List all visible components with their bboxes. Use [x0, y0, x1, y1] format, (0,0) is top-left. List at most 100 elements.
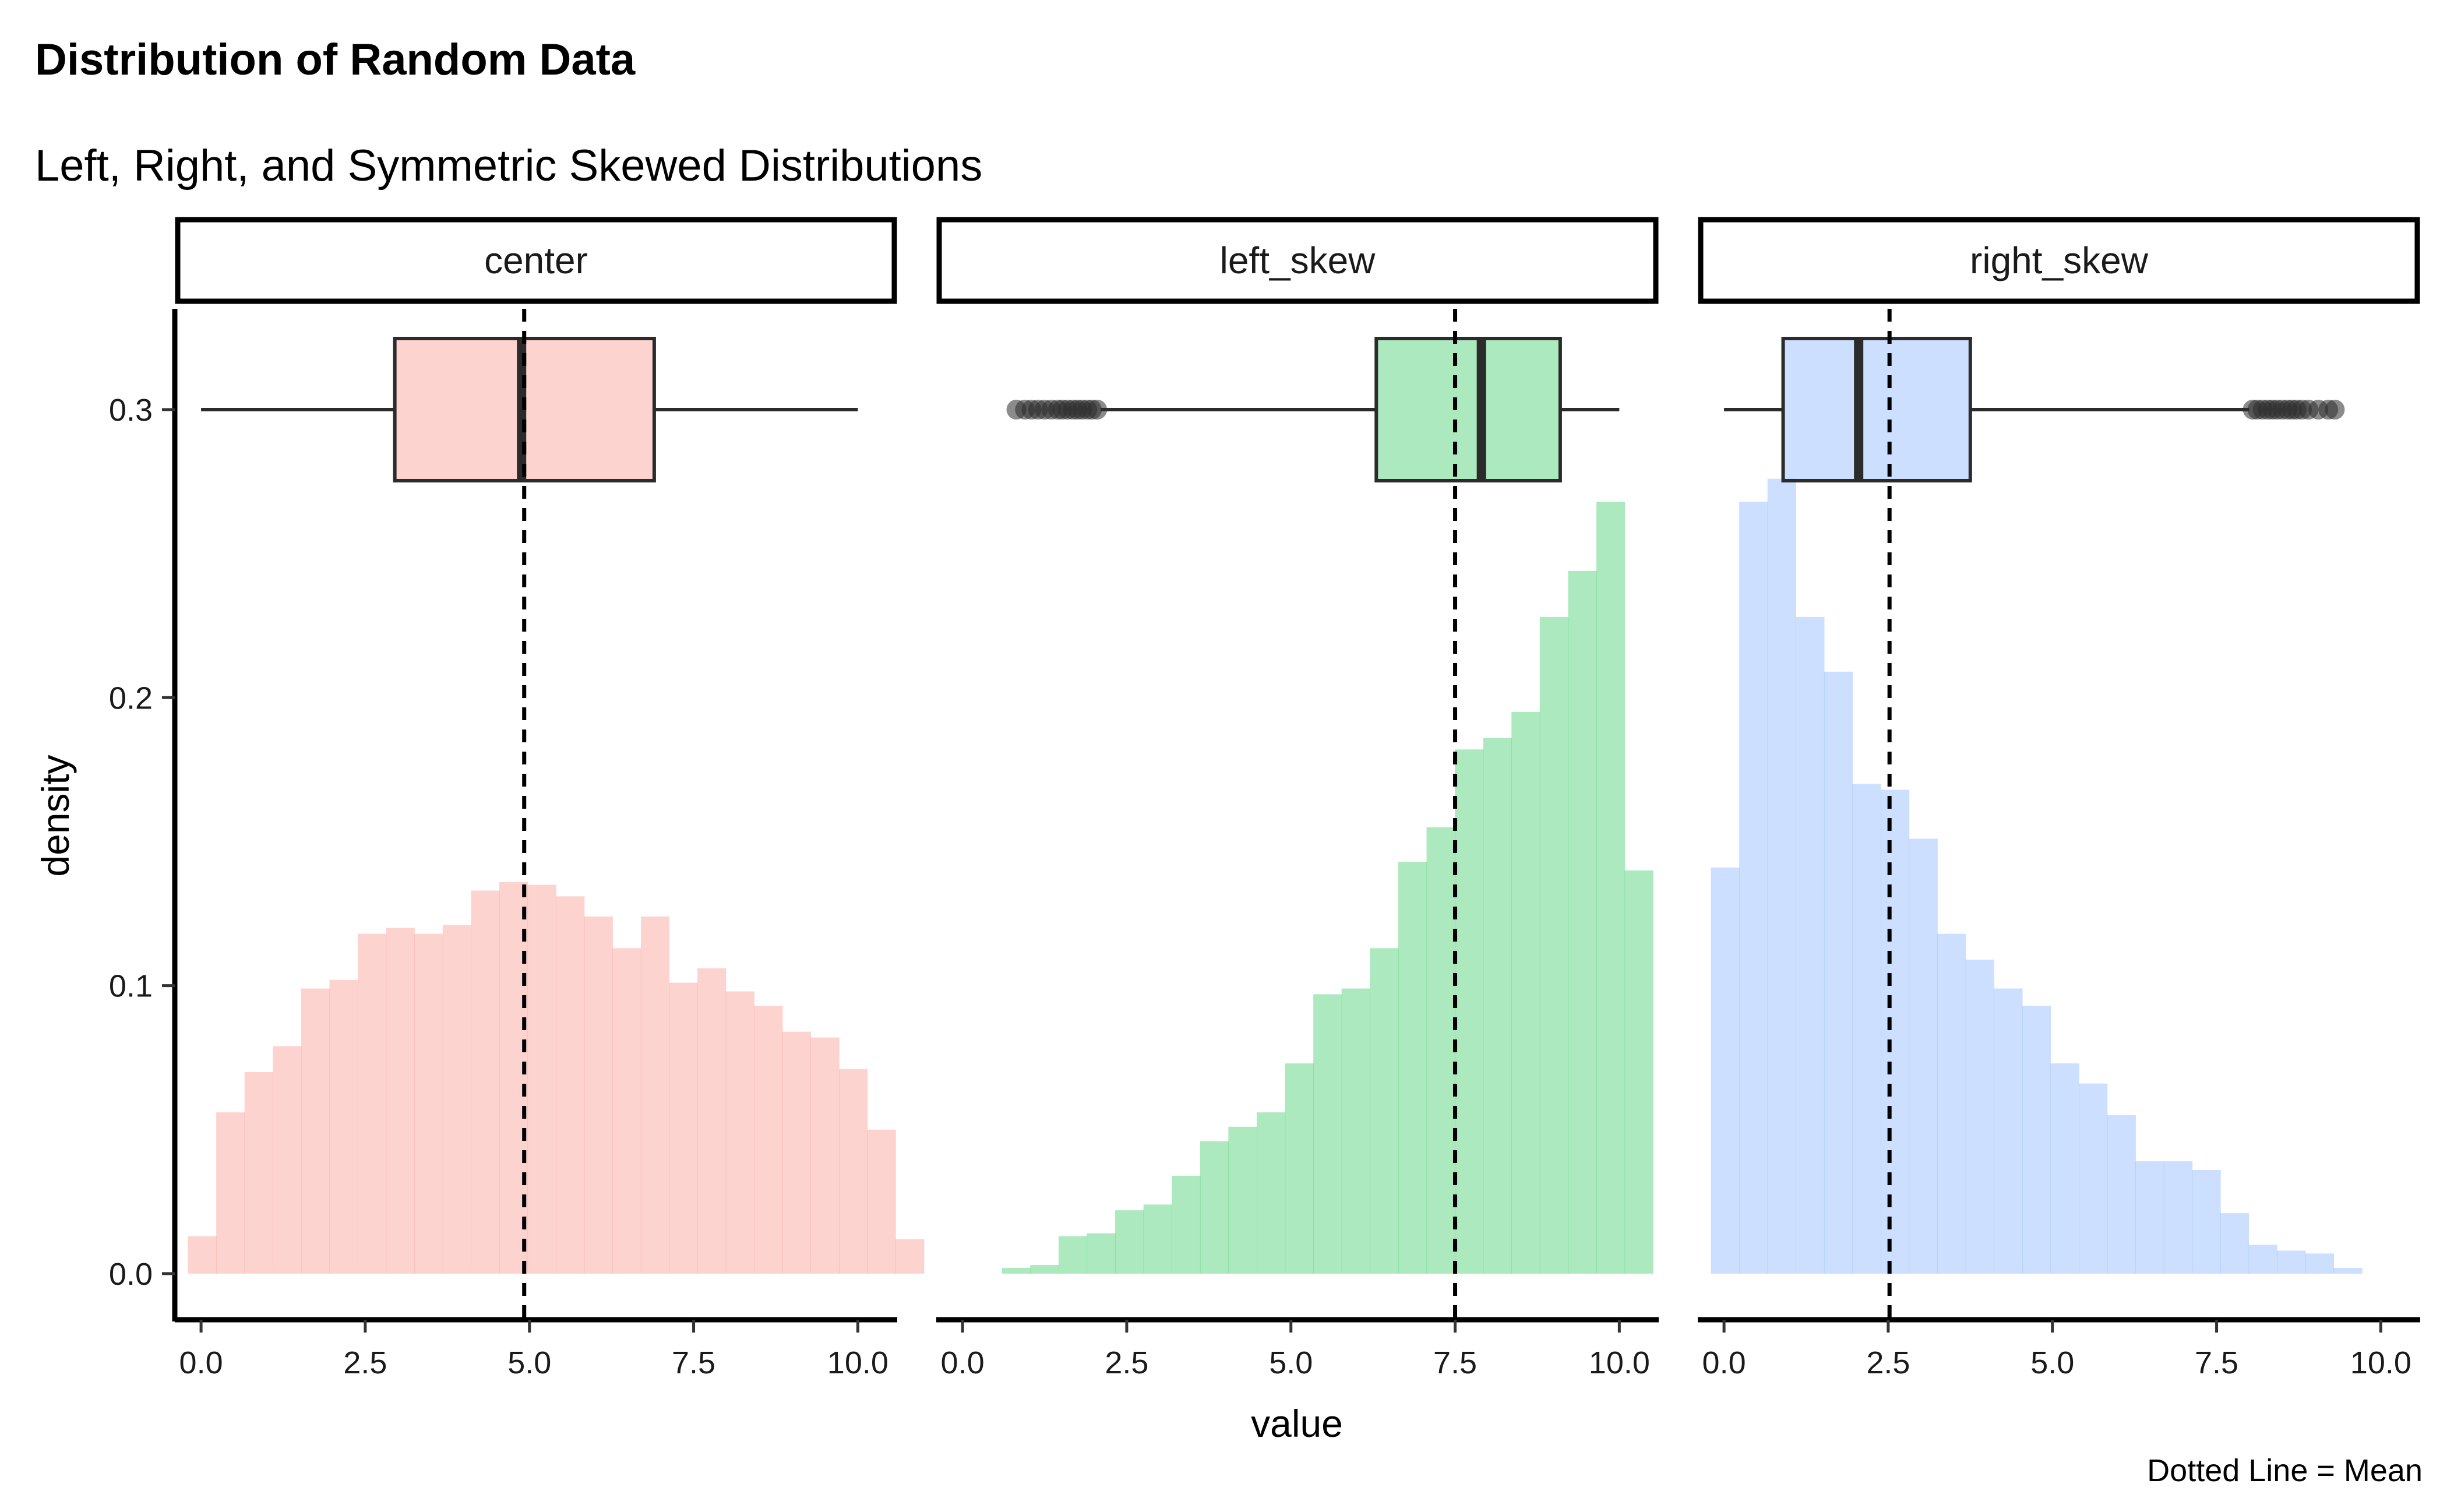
- histogram-bar: [612, 948, 641, 1274]
- histogram-bar: [640, 916, 670, 1274]
- histogram-bar: [188, 1236, 217, 1274]
- x-tick-label: 0.0: [179, 1345, 223, 1380]
- x-tick-label: 5.0: [2030, 1345, 2074, 1380]
- histogram-bar: [1767, 478, 1796, 1274]
- histogram-bar: [1852, 784, 1881, 1274]
- facet-strip-label: left_skew: [1220, 239, 1376, 281]
- x-tick-label: 5.0: [507, 1345, 551, 1380]
- histogram-bar: [1937, 933, 1966, 1274]
- x-tick-label: 10.0: [827, 1345, 888, 1380]
- histogram-bar: [1398, 862, 1427, 1274]
- histogram-bar: [669, 982, 698, 1274]
- histogram-bar: [273, 1046, 302, 1274]
- facet-strip: [175, 217, 897, 304]
- histogram-bar: [1030, 1265, 1059, 1274]
- boxplot-box: [1781, 337, 1972, 483]
- histogram-bar: [1739, 502, 1768, 1274]
- histogram-bar: [2135, 1161, 2164, 1274]
- histogram-bar: [1058, 1236, 1088, 1274]
- histogram-bar: [2333, 1268, 2363, 1274]
- histogram-bar: [329, 979, 358, 1274]
- x-tick-label: 7.5: [2195, 1345, 2238, 1380]
- x-tick-label: 10.0: [1589, 1345, 1650, 1380]
- histogram-bar: [2277, 1250, 2306, 1274]
- x-tick-label: 7.5: [1433, 1345, 1477, 1380]
- histogram-bar: [1285, 1063, 1314, 1274]
- histogram-bar: [1881, 790, 1910, 1274]
- histogram-bar: [895, 1239, 925, 1274]
- x-tick-label: 0.0: [1702, 1345, 1746, 1380]
- y-tick-label: 0.3: [109, 393, 153, 428]
- histogram-bar: [1256, 1112, 1286, 1274]
- histogram-bar: [442, 925, 471, 1274]
- x-tick-label: 7.5: [672, 1345, 715, 1380]
- histogram-bar: [782, 1031, 812, 1274]
- histogram-bar: [1824, 671, 1853, 1274]
- histogram-bar: [810, 1037, 840, 1274]
- y-axis-title: density: [34, 755, 77, 876]
- x-tick-label: 0.0: [941, 1345, 985, 1380]
- histogram-bar: [1994, 988, 2023, 1274]
- histogram-bar: [584, 916, 613, 1274]
- histogram-bar: [2305, 1253, 2335, 1274]
- facet-strip-label: center: [484, 239, 588, 281]
- histogram-bar: [1483, 738, 1512, 1274]
- histogram-bar: [1087, 1233, 1116, 1274]
- histogram-bar: [2220, 1213, 2249, 1274]
- histogram-bar: [2107, 1115, 2136, 1274]
- histogram-bar: [1796, 616, 1825, 1274]
- histogram-bar: [1965, 960, 1994, 1274]
- x-tick-label: 2.5: [1866, 1345, 1910, 1380]
- histogram-bar: [1370, 948, 1399, 1274]
- boxplot-box: [1374, 337, 1562, 483]
- histogram-bar: [527, 884, 556, 1274]
- boxplot-outlier-point: [2325, 400, 2345, 420]
- histogram-bar: [1115, 1210, 1144, 1274]
- x-tick-label: 10.0: [2350, 1345, 2411, 1380]
- histogram-bar: [754, 1006, 783, 1274]
- histogram-bar: [2163, 1161, 2193, 1274]
- histogram-bar: [1002, 1268, 1031, 1274]
- histogram-bar: [386, 928, 415, 1274]
- x-tick-label: 2.5: [343, 1345, 387, 1380]
- histogram-bar: [1511, 712, 1540, 1274]
- facet-strip: [936, 217, 1659, 304]
- histogram-bar: [2248, 1245, 2277, 1274]
- histogram-bar: [1596, 502, 1626, 1274]
- chart-caption: Dotted Line = Mean: [2147, 1453, 2423, 1488]
- y-tick-label: 0.2: [109, 681, 153, 716]
- histogram-bar: [839, 1069, 868, 1274]
- histogram-bar: [2050, 1063, 2079, 1274]
- histogram-bar: [2192, 1169, 2221, 1274]
- histogram-bar: [301, 988, 330, 1274]
- histogram-bar: [1313, 994, 1342, 1274]
- histogram-bar: [471, 890, 500, 1274]
- histogram-bar: [1909, 838, 1938, 1274]
- histogram-bar: [1228, 1126, 1257, 1274]
- histogram-bar: [1341, 988, 1370, 1274]
- histogram-bar: [2079, 1083, 2108, 1274]
- histogram-bar: [216, 1112, 245, 1274]
- histogram-bar: [1143, 1204, 1172, 1274]
- y-tick-label: 0.1: [109, 969, 153, 1004]
- facet-strip: [1698, 217, 2420, 304]
- facet-panel-right-skew: right_skew 0.0 2.5 5.0 7.5 10.0: [1698, 217, 2420, 1380]
- y-tick-label: 0.0: [109, 1257, 153, 1292]
- x-tick-label: 2.5: [1105, 1345, 1148, 1380]
- facet-panel-center: center 0.0 2.5 5.0 7.5 10.0: [175, 217, 925, 1380]
- histogram-bar: [1172, 1175, 1201, 1274]
- facet-strip-label: right_skew: [1970, 239, 2149, 281]
- histogram-bar: [1539, 616, 1569, 1274]
- histogram-bar: [725, 991, 754, 1274]
- histogram-bar: [244, 1072, 273, 1274]
- x-tick-label: 5.0: [1269, 1345, 1313, 1380]
- histogram-bar: [358, 933, 387, 1274]
- chart-subtitle: Left, Right, and Symmetric Skewed Distri…: [35, 141, 982, 191]
- histogram-bar: [697, 968, 727, 1274]
- histogram-bar: [1426, 827, 1455, 1274]
- facet-panel-left-skew: left_skew 0.0 2.5 5.0 7.5 10.0: [936, 217, 1659, 1380]
- histogram-bar: [1200, 1141, 1229, 1274]
- histogram-bar: [499, 882, 528, 1274]
